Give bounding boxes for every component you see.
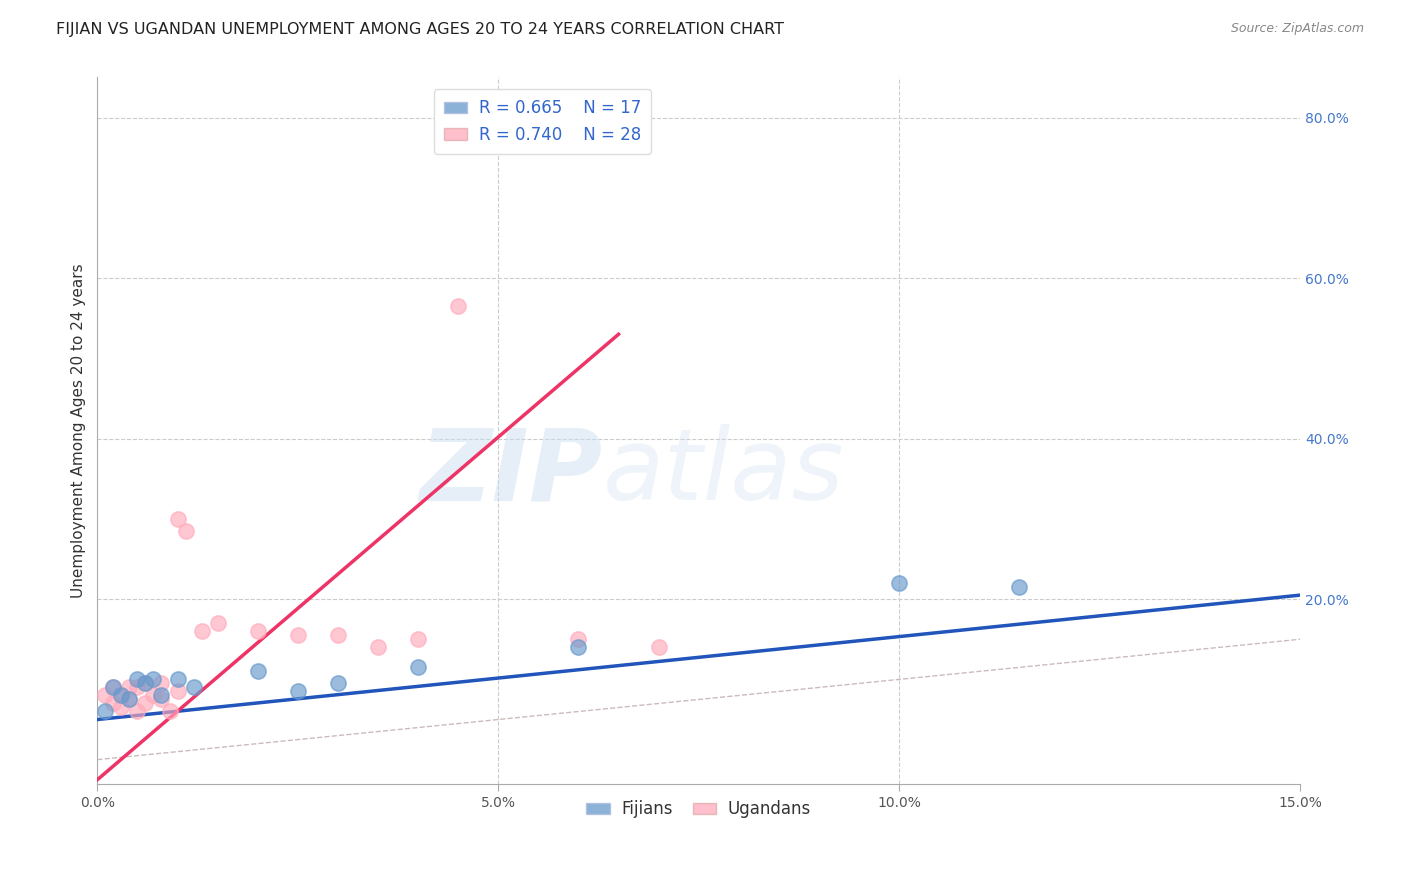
Point	[326, 628, 349, 642]
Point	[134, 676, 156, 690]
Point	[166, 673, 188, 687]
Text: atlas: atlas	[603, 425, 844, 522]
Point	[150, 692, 173, 706]
Point	[127, 681, 149, 695]
Point	[567, 640, 589, 655]
Text: Source: ZipAtlas.com: Source: ZipAtlas.com	[1230, 22, 1364, 36]
Point	[118, 681, 141, 695]
Point	[118, 692, 141, 706]
Text: FIJIAN VS UGANDAN UNEMPLOYMENT AMONG AGES 20 TO 24 YEARS CORRELATION CHART: FIJIAN VS UGANDAN UNEMPLOYMENT AMONG AGE…	[56, 22, 785, 37]
Point	[246, 665, 269, 679]
Point	[142, 673, 165, 687]
Point	[326, 676, 349, 690]
Legend: Fijians, Ugandans: Fijians, Ugandans	[579, 794, 818, 825]
Text: ZIP: ZIP	[419, 425, 603, 522]
Point	[110, 689, 132, 703]
Point	[127, 673, 149, 687]
Point	[287, 684, 309, 698]
Point	[134, 676, 156, 690]
Point	[166, 512, 188, 526]
Point	[134, 697, 156, 711]
Point	[110, 689, 132, 703]
Point	[103, 681, 125, 695]
Point	[159, 705, 181, 719]
Point	[110, 700, 132, 714]
Point	[567, 632, 589, 647]
Point	[94, 689, 117, 703]
Point	[174, 524, 197, 538]
Point	[150, 676, 173, 690]
Point	[103, 681, 125, 695]
Point	[287, 628, 309, 642]
Point	[207, 616, 229, 631]
Point	[406, 632, 429, 647]
Point	[166, 684, 188, 698]
Y-axis label: Unemployment Among Ages 20 to 24 years: Unemployment Among Ages 20 to 24 years	[72, 263, 86, 598]
Point	[1008, 580, 1031, 594]
Point	[118, 692, 141, 706]
Point	[183, 681, 205, 695]
Point	[142, 689, 165, 703]
Point	[367, 640, 389, 655]
Point	[647, 640, 669, 655]
Point	[406, 660, 429, 674]
Point	[889, 576, 911, 591]
Point	[150, 689, 173, 703]
Point	[127, 705, 149, 719]
Point	[447, 299, 470, 313]
Point	[190, 624, 212, 639]
Point	[103, 697, 125, 711]
Point	[246, 624, 269, 639]
Point	[94, 705, 117, 719]
